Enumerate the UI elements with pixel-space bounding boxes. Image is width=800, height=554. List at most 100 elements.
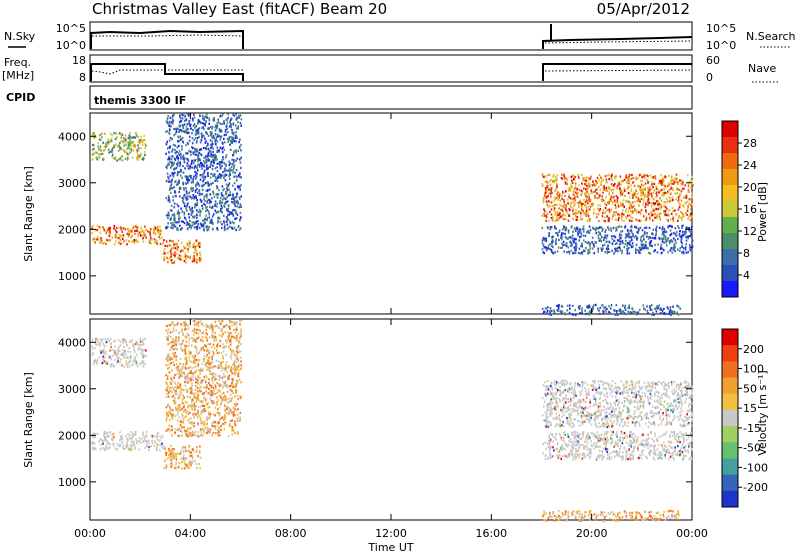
data-cell [225,361,228,364]
data-cell [579,199,582,202]
nsearch-tick-bottom: 10^0 [706,39,736,52]
data-cell [579,252,581,255]
data-cell [179,129,181,132]
data-cell [236,395,239,398]
data-cell [608,187,610,190]
data-cell [205,206,207,209]
data-cell [690,250,693,253]
data-cell [559,199,562,202]
data-cell [141,344,143,347]
data-cell [154,241,156,244]
data-cell [690,233,692,236]
data-cell [617,219,620,222]
data-cell [660,188,663,191]
data-cell [675,231,678,234]
data-cell [230,126,232,129]
data-cell [632,232,634,236]
data-cell [574,191,577,194]
data-cell [220,205,223,208]
data-cell [180,169,182,172]
data-cell [106,141,109,144]
data-cell [207,144,209,147]
data-cell [186,152,188,155]
data-cell [229,167,231,170]
data-cell [208,405,211,409]
data-cell [170,409,173,412]
data-cell [222,422,224,426]
data-cell [189,460,192,463]
data-cell [207,182,210,185]
data-cell [637,219,639,222]
data-cell [222,158,225,161]
data-cell [638,249,640,252]
data-cell [691,175,693,178]
data-cell [211,434,213,437]
data-cell [615,206,617,209]
data-cell [119,353,122,356]
data-cell [213,365,216,368]
data-cell [544,189,547,193]
data-cell [240,184,242,187]
data-cell [556,213,559,216]
data-cell [195,196,197,200]
data-cell [542,251,545,254]
data-cell [192,119,194,122]
data-cell [235,322,237,325]
data-cell [676,304,678,307]
data-cell [576,218,578,221]
data-cell [574,211,577,215]
data-cell [121,364,123,367]
data-cell [192,152,195,155]
data-cell [206,199,209,202]
data-cell [174,251,176,254]
data-cell [214,129,217,132]
data-cell [649,218,651,221]
data-cell [170,376,172,379]
data-cell [215,432,217,435]
data-cell [92,224,94,227]
data-cell [134,241,136,244]
data-cell [642,184,645,187]
data-cell [125,446,128,449]
data-cell [588,199,590,202]
data-cell [556,193,558,196]
data-cell [659,218,662,221]
data-cell [184,400,187,403]
data-cell [175,242,177,245]
data-cell [235,196,237,199]
data-cell [166,338,169,341]
data-cell [639,249,642,252]
data-cell [677,188,679,191]
data-cell [185,429,187,433]
data-cell [648,194,651,197]
data-cell [194,413,197,416]
data-cell [617,225,620,228]
data-cell [598,312,601,315]
data-cell [683,195,686,198]
data-cell [169,250,172,253]
data-cell [130,437,133,440]
data-cell [198,359,200,362]
data-cell [577,251,580,254]
data-cell [214,414,216,417]
data-cell [231,141,233,144]
data-cell [153,230,155,233]
data-cell [196,228,198,231]
data-cell [194,137,197,140]
data-cell [595,197,597,200]
data-cell [197,328,200,331]
data-cell [157,230,159,233]
data-cell [200,193,202,196]
data-cell [221,164,223,167]
data-cell [554,219,556,222]
data-cell [547,184,549,188]
data-cell [591,309,593,312]
data-cell [206,386,208,389]
data-cell [575,247,577,250]
data-cell [626,214,629,217]
data-cell [140,348,142,351]
data-cell [661,180,663,183]
data-cell [180,434,183,437]
data-cell [569,236,572,239]
